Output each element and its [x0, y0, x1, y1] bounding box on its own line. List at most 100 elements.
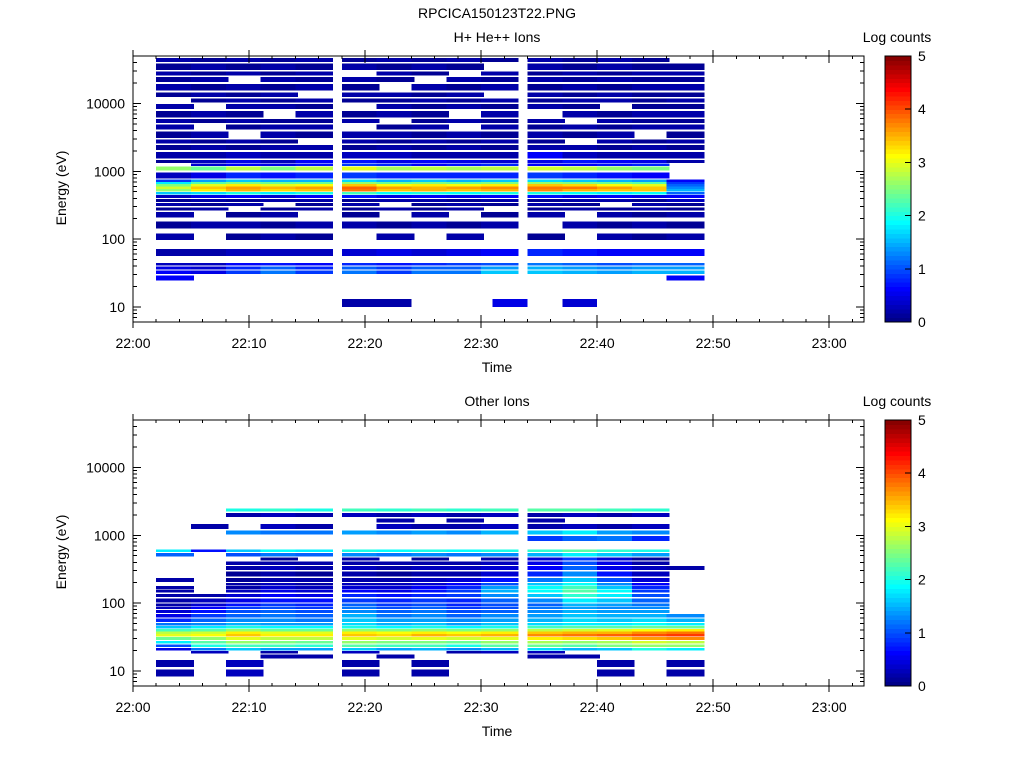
heatmap-cell: [597, 566, 635, 570]
heatmap-cell: [191, 131, 229, 138]
heatmap-cell: [341, 557, 380, 561]
heatmap-cell: [156, 104, 194, 110]
heatmap-cell: [411, 561, 450, 565]
colorbar-segment: [885, 282, 911, 288]
heatmap-cell: [481, 650, 519, 654]
heatmap-cell: [260, 614, 299, 618]
heatmap-cell: [225, 622, 264, 626]
heatmap-cell: [411, 119, 450, 124]
heatmap-cell: [260, 179, 299, 182]
colorbar-segment: [885, 122, 911, 128]
heatmap-cell: [631, 614, 670, 618]
heatmap-cell: [481, 172, 519, 179]
heatmap-cell: [156, 211, 194, 218]
heatmap-cell: [597, 593, 635, 598]
heatmap-cell: [597, 669, 635, 677]
heatmap-cell: [225, 179, 264, 182]
heatmap-cell: [225, 637, 264, 641]
heatmap-cell: [376, 63, 415, 70]
colorbar-segment: [885, 268, 911, 274]
heatmap-cell: [631, 598, 670, 603]
heatmap-cell: [156, 71, 194, 76]
colorbar-tick-label: 3: [918, 154, 926, 170]
colorbar-segment: [885, 264, 911, 270]
heatmap-cell: [260, 583, 299, 586]
heatmap-cell: [260, 189, 299, 192]
heatmap-cell: [191, 270, 229, 274]
heatmap-cell: [666, 626, 705, 629]
heatmap-cell: [156, 669, 194, 677]
heatmap-cell: [341, 181, 380, 185]
colorbar-segment: [885, 535, 911, 541]
heatmap-cell: [562, 571, 600, 577]
heatmap-cell: [341, 119, 380, 124]
heatmap-cell: [527, 202, 566, 207]
heatmap-cell: [295, 131, 333, 138]
colorbar-segment: [885, 69, 911, 75]
heatmap-cell: [597, 166, 635, 171]
heatmap-cell: [446, 139, 484, 144]
heatmap-cell: [295, 63, 333, 70]
heatmap-cell: [562, 183, 600, 187]
heatmap-cell: [597, 119, 635, 124]
y-axis-label: Energy (eV): [53, 515, 69, 590]
heatmap-cell: [446, 195, 484, 198]
heatmap-cell: [156, 119, 194, 124]
heatmap-cell: [481, 603, 519, 606]
heatmap-cell: [597, 98, 635, 103]
heatmap-cell: [191, 145, 229, 150]
heatmap-cell: [666, 233, 705, 241]
heatmap-cell: [666, 124, 705, 130]
heatmap-cell: [631, 159, 670, 163]
heatmap-cell: [156, 637, 194, 641]
heatmap-cell: [527, 530, 566, 535]
heatmap-cell: [225, 159, 264, 163]
colorbar-tick-label: 0: [918, 314, 926, 330]
heatmap-cell: [341, 139, 380, 144]
heatmap-cell: [446, 57, 484, 62]
heatmap-cell: [341, 192, 380, 195]
heatmap-cell: [492, 299, 528, 307]
heatmap-cell: [341, 211, 380, 218]
heatmap-cell: [597, 622, 635, 626]
heatmap-cell: [411, 92, 450, 98]
heatmap-cell: [376, 518, 415, 523]
heatmap-cell: [295, 566, 333, 570]
heatmap-cell: [481, 618, 519, 622]
colorbar-segment: [885, 175, 911, 181]
heatmap-cell: [260, 628, 299, 632]
heatmap-cell: [341, 583, 380, 586]
heatmap-cell: [411, 270, 450, 274]
heatmap-cell: [446, 163, 484, 166]
heatmap-cell: [156, 183, 194, 187]
heatmap-cell: [527, 512, 566, 518]
heatmap-cell: [411, 192, 450, 195]
heatmap-cell: [597, 524, 635, 529]
colorbar-segment: [885, 215, 911, 221]
heatmap-cell: [631, 644, 670, 648]
heatmap-cell: [411, 628, 450, 632]
heatmap-cell: [156, 124, 194, 130]
heatmap-cell: [156, 57, 194, 62]
heatmap-cell: [191, 159, 229, 163]
heatmap-cell: [562, 631, 600, 635]
heatmap-cell: [446, 641, 484, 644]
heatmap-cell: [527, 211, 566, 218]
heatmap-cell: [597, 183, 635, 187]
heatmap-cell: [631, 589, 670, 593]
heatmap-cell: [376, 618, 415, 622]
colorbar-segment: [885, 78, 911, 84]
heatmap-cell: [527, 583, 566, 586]
heatmap-cell: [260, 172, 299, 179]
heatmap-cell: [411, 610, 450, 614]
heatmap-cell: [376, 249, 415, 256]
heatmap-cell: [295, 561, 333, 565]
heatmap-cell: [597, 71, 635, 76]
heatmap-cell: [411, 211, 450, 218]
heatmap-cell: [260, 71, 299, 76]
heatmap-cell: [481, 610, 519, 614]
heatmap-cell: [597, 578, 635, 582]
heatmap-cell: [562, 618, 600, 622]
heatmap-cell: [446, 512, 484, 518]
colorbar-segment: [885, 113, 911, 119]
